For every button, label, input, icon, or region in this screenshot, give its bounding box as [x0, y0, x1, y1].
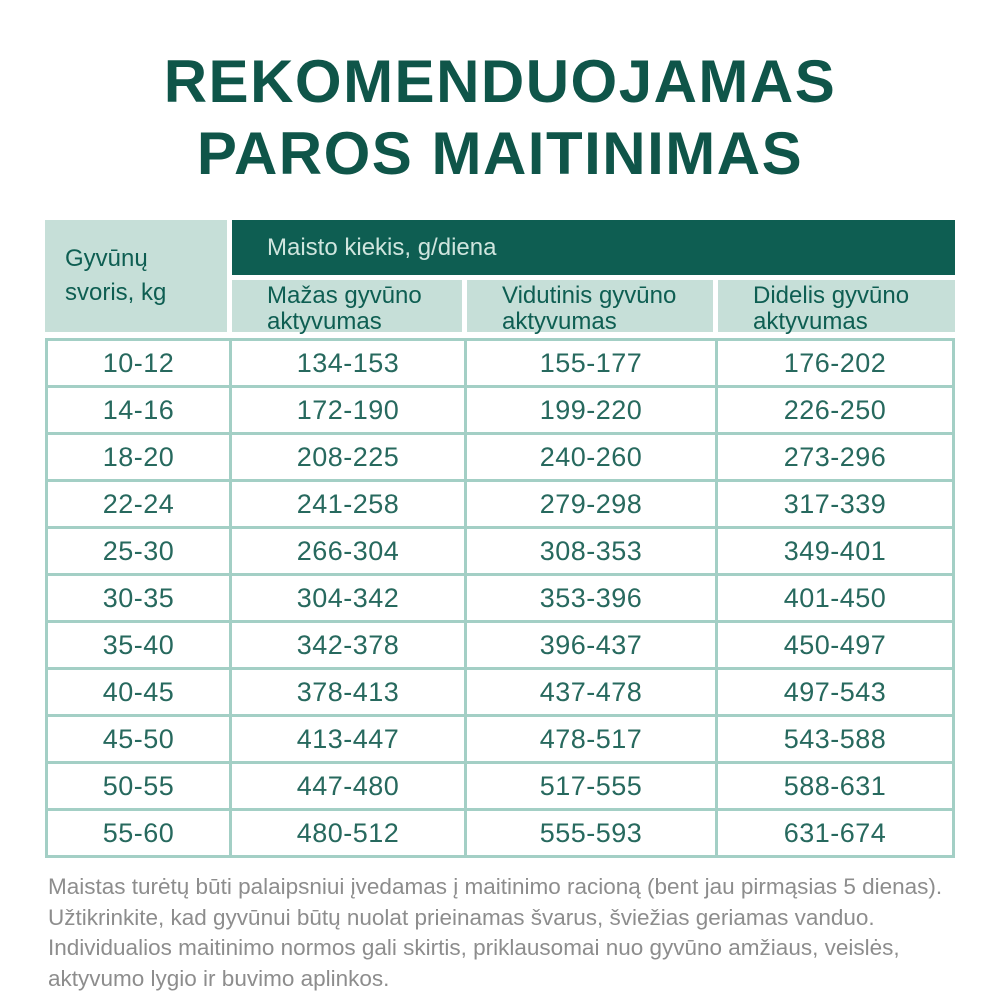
- high-activity-amount-cell: 317-339: [718, 482, 952, 526]
- low-activity-amount-cell: 480-512: [232, 811, 464, 855]
- weight-range-cell: 55-60: [48, 811, 229, 855]
- weight-range-cell: 45-50: [48, 717, 229, 761]
- high-activity-amount-cell: 176-202: [718, 341, 952, 385]
- medium-activity-amount-cell: 437-478: [467, 670, 715, 714]
- medium-activity-amount-cell: 517-555: [467, 764, 715, 808]
- weight-range-cell: 35-40: [48, 623, 229, 667]
- low-activity-amount-cell: 413-447: [232, 717, 464, 761]
- medium-activity-column-header: Vidutinis gyvūno aktyvumas: [467, 280, 713, 335]
- low-activity-amount-cell: 447-480: [232, 764, 464, 808]
- medium-activity-amount-cell: 308-353: [467, 529, 715, 573]
- feeding-table: Gyvūnų svoris, kg Maisto kiekis, g/diena…: [45, 220, 955, 858]
- medium-activity-amount-cell: 555-593: [467, 811, 715, 855]
- low-activity-amount-cell: 134-153: [232, 341, 464, 385]
- weight-range-cell: 30-35: [48, 576, 229, 620]
- medium-activity-amount-cell: 353-396: [467, 576, 715, 620]
- high-activity-amount-cell: 543-588: [718, 717, 952, 761]
- low-activity-amount-cell: 208-225: [232, 435, 464, 479]
- weight-range-cell: 25-30: [48, 529, 229, 573]
- feeding-guide-page: REKOMENDUOJAMAS PAROS MAITINIMAS Gyvūnų s…: [0, 46, 1000, 1000]
- weight-range-cell: 18-20: [48, 435, 229, 479]
- medium-activity-amount-cell: 279-298: [467, 482, 715, 526]
- medium-activity-amount-cell: 478-517: [467, 717, 715, 761]
- feeding-table-header: Gyvūnų svoris, kg Maisto kiekis, g/diena…: [45, 220, 955, 335]
- low-activity-amount-cell: 304-342: [232, 576, 464, 620]
- low-activity-amount-cell: 172-190: [232, 388, 464, 432]
- weight-range-cell: 14-16: [48, 388, 229, 432]
- low-activity-amount-cell: 266-304: [232, 529, 464, 573]
- weight-column-header: Gyvūnų svoris, kg: [45, 220, 227, 332]
- high-activity-amount-cell: 273-296: [718, 435, 952, 479]
- high-activity-amount-cell: 450-497: [718, 623, 952, 667]
- food-amount-group-header: Maisto kiekis, g/diena: [232, 220, 955, 275]
- feeding-table-body: 10-12 134-153 155-177 176-202 14-16 172-190 19…: [45, 338, 955, 858]
- weight-range-cell: 22-24: [48, 482, 229, 526]
- weight-range-cell: 10-12: [48, 341, 229, 385]
- low-activity-amount-cell: 378-413: [232, 670, 464, 714]
- footer-note: Maistas turėtų būti palaipsniui įvedamas…: [48, 874, 943, 991]
- low-activity-column-header: Mažas gyvūno aktyvumas: [232, 280, 462, 335]
- low-activity-amount-cell: 342-378: [232, 623, 464, 667]
- medium-activity-amount-cell: 155-177: [467, 341, 715, 385]
- medium-activity-amount-cell: 199-220: [467, 388, 715, 432]
- high-activity-amount-cell: 497-543: [718, 670, 952, 714]
- weight-range-cell: 40-45: [48, 670, 229, 714]
- high-activity-amount-cell: 349-401: [718, 529, 952, 573]
- low-activity-amount-cell: 241-258: [232, 482, 464, 526]
- medium-activity-amount-cell: 396-437: [467, 623, 715, 667]
- high-activity-amount-cell: 588-631: [718, 764, 952, 808]
- page-title-line1: REKOMENDUOJAMAS: [163, 48, 837, 115]
- page-title: REKOMENDUOJAMAS PAROS MAITINIMAS: [0, 46, 1000, 190]
- high-activity-amount-cell: 226-250: [718, 388, 952, 432]
- weight-range-cell: 50-55: [48, 764, 229, 808]
- high-activity-amount-cell: 631-674: [718, 811, 952, 855]
- page-title-line2: PAROS MAITINIMAS: [196, 120, 804, 187]
- medium-activity-amount-cell: 240-260: [467, 435, 715, 479]
- high-activity-amount-cell: 401-450: [718, 576, 952, 620]
- high-activity-column-header: Didelis gyvūno aktyvumas: [718, 280, 955, 335]
